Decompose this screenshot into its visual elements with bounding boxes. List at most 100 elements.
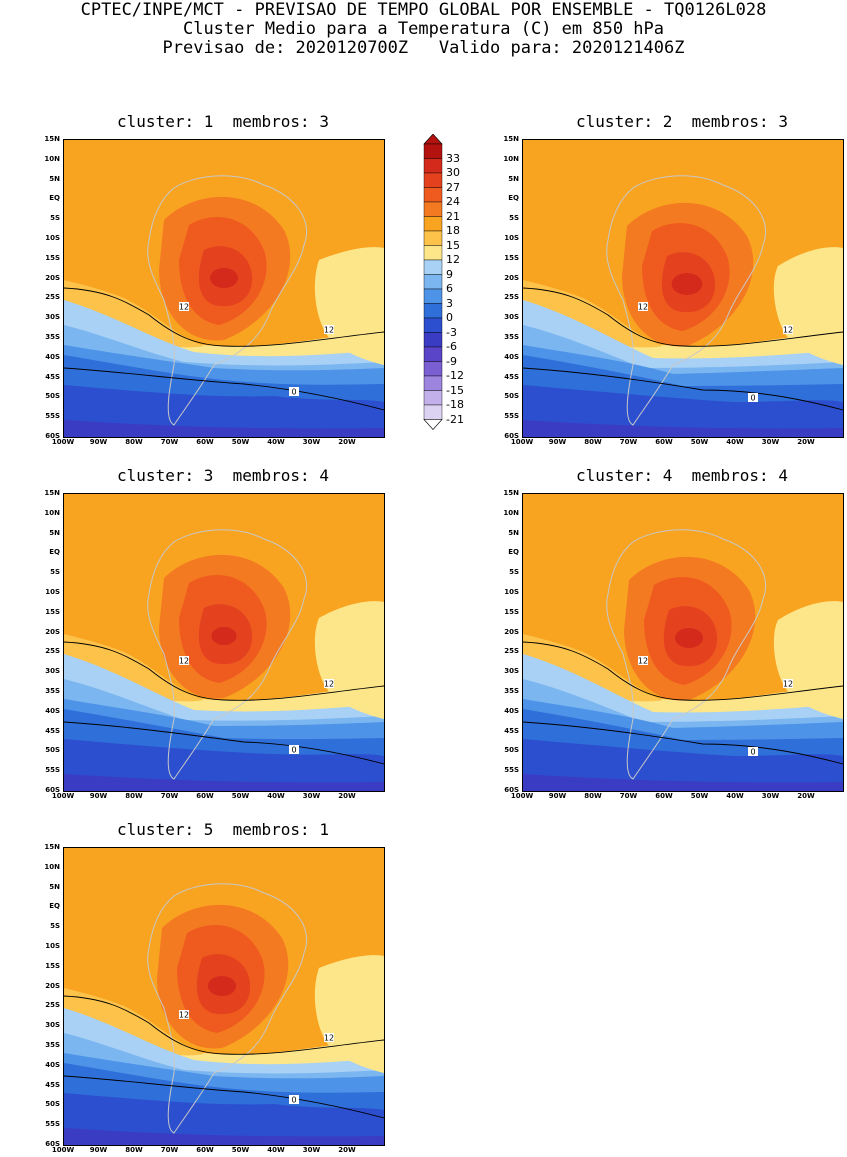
colorbar-segment <box>423 404 443 420</box>
lon-label: 80W <box>125 1146 143 1154</box>
lat-label: 35S <box>504 687 519 695</box>
svg-text:0: 0 <box>750 394 755 403</box>
lat-label: 10N <box>44 508 60 517</box>
svg-text:0: 0 <box>291 388 296 397</box>
lon-label: 60W <box>196 792 214 800</box>
lat-label: 10N <box>44 862 60 871</box>
lat-label: 10S <box>504 234 519 242</box>
lat-label: 55S <box>45 766 60 775</box>
lat-label: 60S <box>504 432 519 440</box>
lat-label: 15S <box>504 253 519 262</box>
lon-label: 20W <box>338 792 356 800</box>
lat-label: 60S <box>45 432 60 440</box>
lat-label: 50S <box>45 392 60 401</box>
svg-text:12: 12 <box>324 326 334 335</box>
temperature-map-2: 12 12 0 <box>522 139 844 438</box>
lon-label: 60W <box>655 438 673 446</box>
lat-label: 5N <box>49 528 60 537</box>
lat-label: 30S <box>504 313 519 322</box>
lat-label: 15N <box>503 135 519 143</box>
panel-title-4: cluster: 4 membros: 4 <box>576 466 788 485</box>
lat-label: 40S <box>45 352 60 361</box>
header-line-1: CPTEC/INPE/MCT - PREVISAO DE TEMPO GLOBA… <box>80 0 767 20</box>
colorbar-label: 3 <box>446 296 453 310</box>
colorbar-label: -21 <box>446 412 464 426</box>
svg-text:12: 12 <box>783 680 793 689</box>
lat-label: 15S <box>504 607 519 616</box>
colorbar-segment <box>423 288 443 304</box>
lat-label: EQ <box>49 548 60 557</box>
lat-label: EQ <box>49 902 60 911</box>
lon-label: 20W <box>338 438 356 446</box>
lon-label: 60W <box>196 438 214 446</box>
lon-label: 70W <box>160 1146 179 1154</box>
panel-title-2: cluster: 2 membros: 3 <box>576 112 788 131</box>
colorbar-label: 9 <box>446 267 453 281</box>
panel-title-5: cluster: 5 membros: 1 <box>117 820 329 839</box>
lon-label: 90W <box>89 1146 108 1154</box>
lat-label: 30S <box>45 313 60 322</box>
colorbar-label: 21 <box>446 209 460 223</box>
lon-label: 100W <box>510 792 534 800</box>
lon-label: 30W <box>761 792 780 800</box>
lon-label: 50W <box>231 1146 250 1154</box>
lat-label: 45S <box>45 726 60 735</box>
lat-label: 10S <box>45 588 60 596</box>
lat-label: 50S <box>504 392 519 401</box>
colorbar-label: 18 <box>446 224 460 237</box>
colorbar-segment <box>423 187 443 203</box>
lat-label: 10N <box>503 154 519 163</box>
colorbar <box>423 133 443 442</box>
colorbar-label: -15 <box>446 383 464 397</box>
lat-label: EQ <box>49 194 60 203</box>
lat-label: 10S <box>504 588 519 596</box>
lat-label: 50S <box>45 746 60 755</box>
lat-label: 40S <box>504 352 519 361</box>
colorbar-segment <box>423 201 443 217</box>
lon-label: 40W <box>267 438 285 446</box>
lon-label: 20W <box>797 792 815 800</box>
lon-label: 70W <box>160 438 179 446</box>
svg-text:12: 12 <box>638 657 648 666</box>
lat-label: 15N <box>44 135 60 143</box>
lat-label: 30S <box>45 667 60 676</box>
lat-label: 60S <box>45 786 60 794</box>
header-line-2: Cluster Medio para a Temperatura (C) em … <box>182 19 665 39</box>
lat-label: 20S <box>45 627 60 636</box>
lon-label: 40W <box>267 1146 285 1154</box>
lat-label: 60S <box>504 786 519 794</box>
lon-label: 100W <box>51 792 75 800</box>
lat-label: 55S <box>504 766 519 775</box>
colorbar-label: -9 <box>446 354 457 368</box>
lat-label: 10N <box>44 154 60 163</box>
colorbar-segment <box>423 317 443 333</box>
svg-text:12: 12 <box>783 326 793 335</box>
lon-label: 40W <box>726 792 744 800</box>
temperature-map-1: 12 12 0 <box>63 139 385 438</box>
colorbar-segment <box>423 361 443 377</box>
lat-label: 40S <box>45 1060 60 1069</box>
lat-label: 35S <box>45 1041 60 1049</box>
lat-label: 50S <box>45 1100 60 1109</box>
temperature-map-4: 12 12 0 <box>522 493 844 792</box>
svg-text:12: 12 <box>179 303 189 312</box>
lat-label: 15N <box>44 843 60 851</box>
lat-label: 30S <box>45 1021 60 1030</box>
lat-label: 5S <box>509 214 519 223</box>
lat-label: 35S <box>45 687 60 695</box>
lat-label: 15N <box>44 489 60 497</box>
colorbar-segment <box>423 332 443 348</box>
lat-label: 15N <box>503 489 519 497</box>
lat-label: 55S <box>45 412 60 421</box>
lat-label: 25S <box>504 647 519 656</box>
lon-label: 30W <box>302 792 321 800</box>
lat-label: 55S <box>45 1120 60 1129</box>
lon-label: 90W <box>548 792 567 800</box>
panel-title-1: cluster: 1 membros: 3 <box>117 112 329 131</box>
lat-label: 5S <box>50 214 60 223</box>
lon-label: 100W <box>510 438 534 446</box>
temperature-map-3: 12 12 0 <box>63 493 385 792</box>
lat-label: 10N <box>503 508 519 517</box>
lat-label: EQ <box>508 194 519 203</box>
lat-label: 5S <box>509 568 519 577</box>
